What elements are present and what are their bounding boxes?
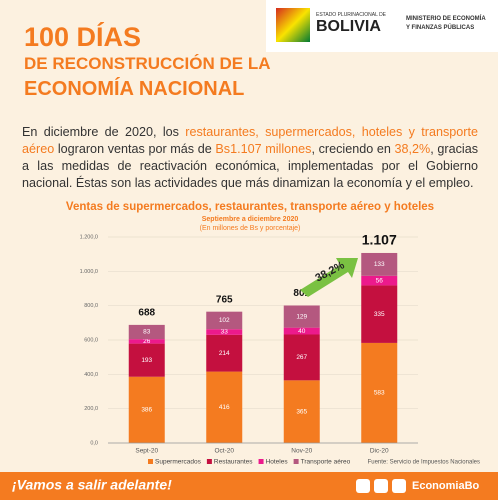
bar-segment: [128, 324, 165, 340]
chart-subtitle: Septiembre a diciembre 2020: [202, 216, 299, 223]
legend-label: Hoteles: [266, 459, 289, 466]
data-label: 102: [219, 317, 230, 324]
bar-segment: [361, 275, 398, 286]
data-label: 214: [219, 350, 230, 357]
total-label: 688: [138, 308, 155, 319]
legend-label: Transporte aéreo: [301, 459, 351, 466]
source: Fuente: Servicio de Impuestos Nacionales: [368, 460, 480, 466]
paragraph-segment: , creciendo en: [311, 142, 395, 156]
bar-segment: [206, 329, 243, 335]
x-tick-label: Dic-20: [370, 448, 389, 455]
legend-swatch: [293, 459, 299, 464]
total-label: 765: [216, 294, 233, 305]
bar-segment: [283, 305, 320, 328]
slogan: ¡Vamos a salir adelante!: [12, 477, 172, 493]
data-label: 365: [296, 408, 307, 415]
x-tick-label: Sept-20: [135, 448, 158, 455]
social-icon: [356, 479, 370, 493]
data-label: 416: [219, 404, 230, 411]
logo-emblem: [276, 8, 310, 42]
bar-segment: [283, 327, 320, 335]
paragraph-segment: restaurantes, supermercados, hoteles y t…: [22, 125, 478, 156]
y-tick-label: 200,0: [84, 406, 98, 412]
bar-segment: [206, 334, 243, 372]
data-label: 56: [376, 277, 384, 284]
bar-segment: [361, 252, 398, 276]
bar-segment: [128, 343, 165, 377]
y-tick-label: 1.000,0: [80, 269, 98, 275]
y-tick-label: 400,0: [84, 372, 98, 378]
handle: EconomiaBo: [412, 480, 480, 492]
data-label: 386: [141, 407, 152, 414]
footer-band: [0, 472, 498, 500]
legend-label: Restaurantes: [214, 459, 253, 466]
total-label: 1.107: [362, 232, 397, 248]
bar-segment: [283, 334, 320, 381]
paragraph-segment: En diciembre de 2020, los: [22, 125, 186, 139]
bar-segment: [361, 342, 398, 443]
logo-text: Y FINANZAS PÚBLICAS: [406, 25, 475, 31]
legend-swatch: [148, 459, 153, 464]
chart-note: (En millones de Bs y porcentaje): [200, 225, 301, 232]
bar-segment: [283, 380, 320, 443]
data-label: 129: [296, 313, 307, 320]
paragraph-segment: lograron ventas por más de: [54, 142, 216, 156]
logo-text: MINISTERIO DE ECONOMÍA: [406, 16, 486, 22]
data-label: 267: [296, 354, 307, 361]
data-label: 33: [221, 329, 229, 336]
annotation-arrow: [300, 258, 358, 297]
bar-segment: [206, 371, 243, 443]
paragraph: En diciembre de 2020, los restaurantes, …: [22, 124, 478, 192]
title-line: ECONOMÍA NACIONAL: [24, 78, 245, 100]
y-tick-label: 1.200,0: [80, 234, 98, 240]
logo-box: ESTADO PLURINACIONAL DE BOLIVIA MINISTER…: [266, 0, 498, 52]
data-label: 133: [374, 261, 385, 268]
y-tick-label: 0,0: [90, 440, 98, 446]
paragraph-segment: 38,2%: [394, 142, 431, 156]
logo-text: ESTADO PLURINACIONAL DE: [316, 12, 387, 18]
logo-text: BOLIVIA: [316, 18, 381, 35]
legend-swatch: [206, 459, 212, 464]
legend-swatch: [258, 459, 264, 464]
data-label: 583: [374, 390, 385, 397]
x-tick-label: Oct-20: [214, 448, 234, 455]
bar-segment: [206, 311, 243, 330]
bar-segment: [128, 339, 165, 344]
bar-segment: [128, 376, 165, 443]
title-line: 100 DÍAS: [24, 22, 142, 52]
data-label: 83: [143, 329, 151, 336]
social-icon: [392, 479, 406, 493]
title-line: DE RECONSTRUCCIÓN DE LA: [24, 54, 271, 73]
total-label: 801: [293, 288, 310, 299]
data-label: 40: [298, 328, 306, 335]
data-label: 26: [143, 338, 151, 345]
social-icon: [374, 479, 388, 493]
data-label: 335: [374, 311, 385, 318]
paragraph-segment: , gracias a las medidas de reactivación …: [22, 142, 478, 190]
y-tick-label: 600,0: [84, 337, 98, 343]
paragraph-segment: Bs1.107 millones: [215, 142, 312, 156]
y-tick-label: 800,0: [84, 303, 98, 309]
data-label: 193: [141, 357, 152, 364]
bar-segment: [361, 285, 398, 343]
chart-title: Ventas de supermercados, restaurantes, t…: [66, 201, 434, 213]
x-tick-label: Nov-20: [291, 448, 312, 455]
legend-label: Supermercados: [155, 459, 202, 466]
